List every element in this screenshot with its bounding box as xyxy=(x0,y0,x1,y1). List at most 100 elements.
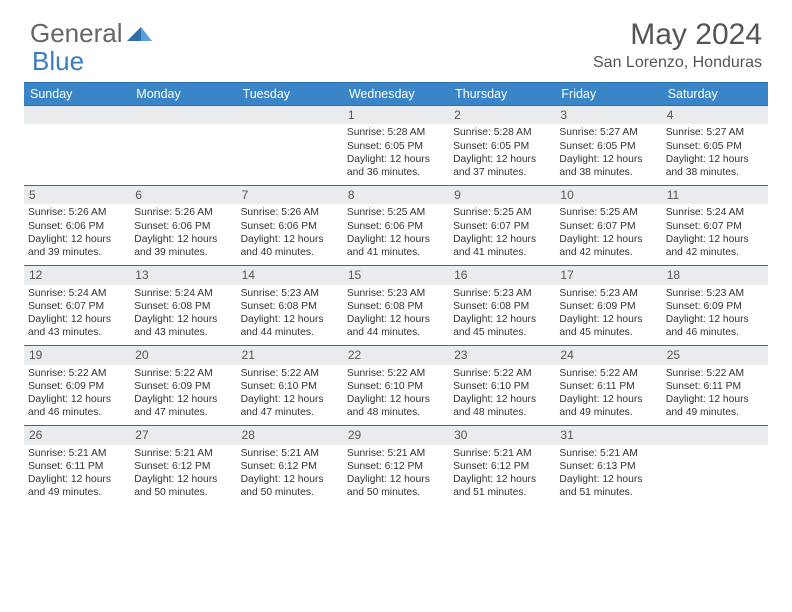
day-number: 15 xyxy=(343,266,449,284)
day-details: Sunrise: 5:28 AMSunset: 6:05 PMDaylight:… xyxy=(343,124,449,185)
day-cell: 26Sunrise: 5:21 AMSunset: 6:11 PMDayligh… xyxy=(24,426,130,506)
day-cell xyxy=(662,426,768,506)
day-number: 26 xyxy=(24,426,130,444)
day-cell: 8Sunrise: 5:25 AMSunset: 6:06 PMDaylight… xyxy=(343,186,449,266)
logo-text-2: Blue xyxy=(32,46,84,77)
day-header: Saturday xyxy=(662,83,768,106)
day-details: Sunrise: 5:22 AMSunset: 6:10 PMDaylight:… xyxy=(237,365,343,426)
day-number: 2 xyxy=(449,106,555,124)
day-details: Sunrise: 5:23 AMSunset: 6:08 PMDaylight:… xyxy=(237,285,343,346)
day-details: Sunrise: 5:21 AMSunset: 6:12 PMDaylight:… xyxy=(130,445,236,506)
day-cell: 3Sunrise: 5:27 AMSunset: 6:05 PMDaylight… xyxy=(555,106,661,186)
day-cell: 23Sunrise: 5:22 AMSunset: 6:10 PMDayligh… xyxy=(449,346,555,426)
day-details: Sunrise: 5:23 AMSunset: 6:09 PMDaylight:… xyxy=(662,285,768,346)
day-number xyxy=(130,106,236,124)
day-cell: 16Sunrise: 5:23 AMSunset: 6:08 PMDayligh… xyxy=(449,266,555,346)
day-number: 28 xyxy=(237,426,343,444)
day-details: Sunrise: 5:24 AMSunset: 6:07 PMDaylight:… xyxy=(24,285,130,346)
week-row: 12Sunrise: 5:24 AMSunset: 6:07 PMDayligh… xyxy=(24,266,768,346)
calendar-body: 1Sunrise: 5:28 AMSunset: 6:05 PMDaylight… xyxy=(24,106,768,506)
day-details xyxy=(24,124,130,183)
day-number: 4 xyxy=(662,106,768,124)
day-cell xyxy=(237,106,343,186)
day-cell: 2Sunrise: 5:28 AMSunset: 6:05 PMDaylight… xyxy=(449,106,555,186)
day-details: Sunrise: 5:22 AMSunset: 6:11 PMDaylight:… xyxy=(555,365,661,426)
location: San Lorenzo, Honduras xyxy=(593,54,762,72)
day-number: 23 xyxy=(449,346,555,364)
day-details: Sunrise: 5:23 AMSunset: 6:08 PMDaylight:… xyxy=(343,285,449,346)
day-details: Sunrise: 5:21 AMSunset: 6:13 PMDaylight:… xyxy=(555,445,661,506)
day-number: 27 xyxy=(130,426,236,444)
day-details xyxy=(130,124,236,183)
day-number: 21 xyxy=(237,346,343,364)
day-details xyxy=(237,124,343,183)
day-details xyxy=(662,445,768,504)
day-details: Sunrise: 5:21 AMSunset: 6:11 PMDaylight:… xyxy=(24,445,130,506)
day-header: Friday xyxy=(555,83,661,106)
day-cell: 29Sunrise: 5:21 AMSunset: 6:12 PMDayligh… xyxy=(343,426,449,506)
week-row: 1Sunrise: 5:28 AMSunset: 6:05 PMDaylight… xyxy=(24,106,768,186)
day-header-row: SundayMondayTuesdayWednesdayThursdayFrid… xyxy=(24,83,768,106)
day-details: Sunrise: 5:28 AMSunset: 6:05 PMDaylight:… xyxy=(449,124,555,185)
day-cell: 27Sunrise: 5:21 AMSunset: 6:12 PMDayligh… xyxy=(130,426,236,506)
day-number xyxy=(662,426,768,444)
logo-mark-icon xyxy=(127,18,153,49)
week-row: 5Sunrise: 5:26 AMSunset: 6:06 PMDaylight… xyxy=(24,186,768,266)
day-cell xyxy=(24,106,130,186)
day-details: Sunrise: 5:26 AMSunset: 6:06 PMDaylight:… xyxy=(24,204,130,265)
logo-text-1: General xyxy=(30,18,123,49)
day-number: 3 xyxy=(555,106,661,124)
day-details: Sunrise: 5:21 AMSunset: 6:12 PMDaylight:… xyxy=(237,445,343,506)
day-cell: 6Sunrise: 5:26 AMSunset: 6:06 PMDaylight… xyxy=(130,186,236,266)
day-number: 29 xyxy=(343,426,449,444)
day-number: 18 xyxy=(662,266,768,284)
day-cell: 11Sunrise: 5:24 AMSunset: 6:07 PMDayligh… xyxy=(662,186,768,266)
day-number: 1 xyxy=(343,106,449,124)
day-cell: 5Sunrise: 5:26 AMSunset: 6:06 PMDaylight… xyxy=(24,186,130,266)
day-details: Sunrise: 5:23 AMSunset: 6:08 PMDaylight:… xyxy=(449,285,555,346)
day-details: Sunrise: 5:21 AMSunset: 6:12 PMDaylight:… xyxy=(449,445,555,506)
day-number: 17 xyxy=(555,266,661,284)
day-details: Sunrise: 5:26 AMSunset: 6:06 PMDaylight:… xyxy=(237,204,343,265)
day-cell: 13Sunrise: 5:24 AMSunset: 6:08 PMDayligh… xyxy=(130,266,236,346)
day-details: Sunrise: 5:27 AMSunset: 6:05 PMDaylight:… xyxy=(555,124,661,185)
day-number: 24 xyxy=(555,346,661,364)
day-details: Sunrise: 5:22 AMSunset: 6:10 PMDaylight:… xyxy=(449,365,555,426)
logo: General xyxy=(24,18,153,49)
day-header: Wednesday xyxy=(343,83,449,106)
day-cell: 18Sunrise: 5:23 AMSunset: 6:09 PMDayligh… xyxy=(662,266,768,346)
day-header: Monday xyxy=(130,83,236,106)
title-block: May 2024 San Lorenzo, Honduras xyxy=(593,18,768,72)
day-details: Sunrise: 5:26 AMSunset: 6:06 PMDaylight:… xyxy=(130,204,236,265)
day-details: Sunrise: 5:27 AMSunset: 6:05 PMDaylight:… xyxy=(662,124,768,185)
day-cell xyxy=(130,106,236,186)
day-number: 11 xyxy=(662,186,768,204)
day-number: 13 xyxy=(130,266,236,284)
day-header: Sunday xyxy=(24,83,130,106)
day-cell: 14Sunrise: 5:23 AMSunset: 6:08 PMDayligh… xyxy=(237,266,343,346)
day-details: Sunrise: 5:25 AMSunset: 6:07 PMDaylight:… xyxy=(449,204,555,265)
day-details: Sunrise: 5:25 AMSunset: 6:06 PMDaylight:… xyxy=(343,204,449,265)
day-number: 14 xyxy=(237,266,343,284)
day-cell: 21Sunrise: 5:22 AMSunset: 6:10 PMDayligh… xyxy=(237,346,343,426)
day-number: 12 xyxy=(24,266,130,284)
day-cell: 22Sunrise: 5:22 AMSunset: 6:10 PMDayligh… xyxy=(343,346,449,426)
calendar-table: SundayMondayTuesdayWednesdayThursdayFrid… xyxy=(24,82,768,505)
day-header: Thursday xyxy=(449,83,555,106)
day-cell: 1Sunrise: 5:28 AMSunset: 6:05 PMDaylight… xyxy=(343,106,449,186)
day-number xyxy=(24,106,130,124)
day-number: 16 xyxy=(449,266,555,284)
day-details: Sunrise: 5:22 AMSunset: 6:11 PMDaylight:… xyxy=(662,365,768,426)
day-cell: 12Sunrise: 5:24 AMSunset: 6:07 PMDayligh… xyxy=(24,266,130,346)
day-cell: 30Sunrise: 5:21 AMSunset: 6:12 PMDayligh… xyxy=(449,426,555,506)
week-row: 26Sunrise: 5:21 AMSunset: 6:11 PMDayligh… xyxy=(24,426,768,506)
day-details: Sunrise: 5:25 AMSunset: 6:07 PMDaylight:… xyxy=(555,204,661,265)
header: General May 2024 San Lorenzo, Honduras xyxy=(24,18,768,72)
day-number: 5 xyxy=(24,186,130,204)
day-number: 6 xyxy=(130,186,236,204)
day-number xyxy=(237,106,343,124)
day-number: 31 xyxy=(555,426,661,444)
day-details: Sunrise: 5:21 AMSunset: 6:12 PMDaylight:… xyxy=(343,445,449,506)
day-number: 9 xyxy=(449,186,555,204)
day-details: Sunrise: 5:22 AMSunset: 6:09 PMDaylight:… xyxy=(130,365,236,426)
